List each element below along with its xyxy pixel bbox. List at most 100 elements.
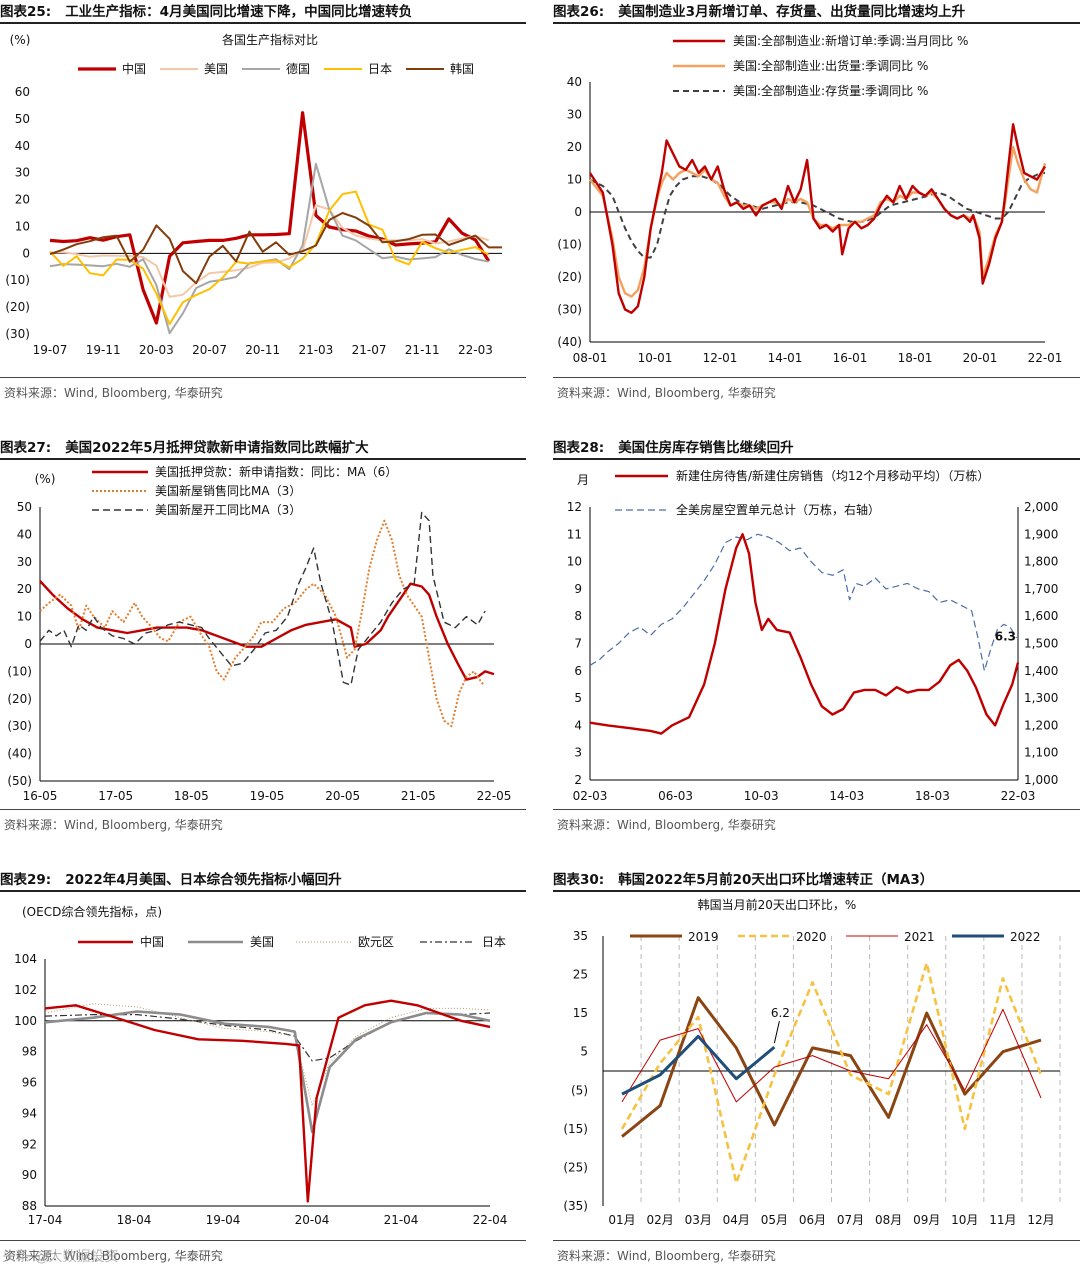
legend-label-0: 中国 [122, 61, 146, 76]
y-tick-4: (5) [571, 1083, 588, 1097]
legend-label-0: 2019 [688, 930, 719, 944]
panel-title: 图表28: 美国住房库存销售比继续回升 [553, 436, 1080, 460]
y-tick-3: 20 [17, 582, 32, 596]
y-tick-1: 11 [567, 527, 582, 541]
y2-tick-5: 1,500 [1024, 637, 1058, 651]
x-tick-7: 08月 [875, 1213, 902, 1227]
y-tick-2: 20 [567, 140, 582, 154]
y-tick-8: (30) [7, 719, 32, 733]
x-tick-3: 19-05 [250, 789, 285, 803]
y-tick-1: 102 [14, 983, 37, 997]
y-tick-0: 60 [15, 85, 30, 99]
x-tick-1: 10-01 [638, 351, 673, 365]
y-tick-2: 15 [573, 1006, 588, 1020]
c29-series-series [44, 999, 491, 1203]
y-tick-7: (30) [557, 303, 582, 317]
c25-series-series [49, 190, 490, 326]
c26-series-series [588, 123, 1047, 314]
y-tick-5: 10 [15, 219, 30, 233]
x-tick-4: 05月 [761, 1213, 788, 1227]
x-tick-1: 19-11 [86, 343, 121, 357]
c29-series-series [44, 1003, 491, 1107]
x-tick-11: 12月 [1027, 1213, 1054, 1227]
c30-series-2019 [621, 996, 1042, 1138]
y-tick-4: 96 [22, 1076, 37, 1090]
panel-title: 图表29: 2022年4月美国、日本综合领先指标小幅回升 [0, 868, 526, 892]
y-tick-3: 10 [567, 173, 582, 187]
y-tick-6: (20) [557, 270, 582, 284]
c25-series-series [49, 212, 502, 285]
y-tick-0: 104 [14, 952, 37, 966]
c28-series-12 [589, 533, 1020, 735]
x-tick-3: 20-04 [295, 1213, 330, 1227]
y-tick-5: (15) [563, 1122, 588, 1136]
legend-label-3: 2022 [1010, 930, 1041, 944]
chart-panel-29: 图表29: 2022年4月美国、日本综合领先指标小幅回升 资料来源：Wind, B… [0, 868, 526, 1268]
y-tick-5: 94 [22, 1106, 37, 1120]
y-tick-8: (40) [557, 335, 582, 349]
y2-tick-1: 1,900 [1024, 527, 1058, 541]
y-tick-0: 35 [573, 929, 588, 943]
chart-26: 40 30 20 10 0 (10) (20) (30) (40) 08-01 10-01 12-01… [557, 33, 1062, 365]
source-note: 资料来源：Wind, Bloomberg, 华泰研究 [4, 1249, 223, 1263]
chart-25: (%) 各国生产指标对比 60 50 40 30 20 10 0 (10) (20) (30)19-0… [5, 32, 502, 357]
x-tick-8: 22-03 [458, 343, 493, 357]
y-tick-6: 0 [22, 246, 30, 260]
legend-label-0: 新建住房待售/新建住房销售（均12个月移动平均）（万栋） [676, 468, 989, 483]
x-tick-0: 16-05 [23, 789, 58, 803]
x-tick-9: 10月 [951, 1213, 978, 1227]
y-tick-10: 2 [574, 773, 582, 787]
legend-label-1: 美国 [204, 62, 228, 76]
x-tick-8: 09月 [913, 1213, 940, 1227]
y-tick-7: (35) [563, 1199, 588, 1213]
x-tick-0: 19-07 [33, 343, 68, 357]
c30-series-2021 [621, 1008, 1042, 1103]
chart-subtitle: 各国生产指标对比 [222, 32, 318, 47]
y-tick-7: 90 [22, 1168, 37, 1182]
c25-series-series [49, 204, 489, 298]
chart-28: 12 11 10 9 8 7 6 5 4 3 2 02-03 06-03 10-03 14-03 18-03 2… [567, 468, 1059, 803]
x-tick-7: 21-11 [405, 343, 440, 357]
panel-title: 图表30: 韩国2022年5月前20天出口环比增速转正（MA3） [553, 868, 1080, 892]
legend-label-3: 日本 [482, 935, 506, 949]
x-tick-4: 20-05 [325, 789, 360, 803]
x-tick-5: 22-04 [473, 1213, 508, 1227]
y2-tick-9: 1,100 [1024, 746, 1058, 760]
c29-series-series [44, 1012, 491, 1062]
y2-tick-7: 1,300 [1024, 691, 1058, 705]
end-value-label: 6.2 [771, 1006, 790, 1020]
source-note: 资料来源：Wind, Bloomberg, 华泰研究 [557, 1249, 776, 1263]
y2-tick-4: 1,600 [1024, 609, 1058, 623]
x-tick-3: 20-07 [192, 343, 227, 357]
c30-series-2022 [621, 1034, 776, 1096]
y-tick-1: 30 [567, 108, 582, 122]
x-tick-0: 01月 [608, 1213, 635, 1227]
panel-title: 图表26: 美国制造业3月新增订单、存货量、出货量同比增速均上升 [553, 0, 1080, 24]
legend-label-0: 美国:全部制造业:新增订单:季调:当月同比 % [733, 33, 968, 48]
c27-series-MA-6 [39, 580, 495, 681]
chart-panel-27: 图表27: 美国2022年5月抵押贷款新申请指数同比跌幅扩大 资料来源：Wind,… [0, 436, 526, 836]
y-tick-4: 0 [574, 205, 582, 219]
c30-series-2020 [620, 961, 1043, 1185]
y-tick-7: 5 [574, 691, 582, 705]
legend-label-1: 美国:全部制造业:出货量:季调同比 % [733, 58, 928, 73]
chart-panel-28: 图表28: 美国住房库存销售比继续回升 资料来源：Wind, Bloomberg,… [553, 436, 1080, 836]
x-tick-6: 22-05 [477, 789, 512, 803]
y2-tick-6: 1,400 [1024, 664, 1058, 678]
c26-series-series [589, 145, 1047, 298]
source-note: 资料来源：Wind, Bloomberg, 华泰研究 [4, 818, 223, 832]
legend-label-2: 美国新屋开工同比MA（3） [155, 502, 301, 517]
y-tick-8: 88 [22, 1199, 37, 1213]
y-tick-8: 4 [574, 718, 582, 732]
x-tick-2: 12-01 [703, 351, 738, 365]
x-tick-1: 17-05 [98, 789, 133, 803]
y-tick-1: 25 [573, 968, 588, 982]
y-tick-0: 12 [567, 500, 582, 514]
y-tick-7: (20) [7, 692, 32, 706]
x-tick-0: 17-04 [28, 1213, 63, 1227]
legend-label-1: 2020 [796, 930, 827, 944]
y-tick-1: 40 [17, 527, 32, 541]
chart-panel-25: 图表25: 工业生产指标：4月美国同比增速下降，中国同比增速转负 资料来源：Win… [0, 0, 526, 410]
x-tick-4: 21-04 [384, 1213, 419, 1227]
